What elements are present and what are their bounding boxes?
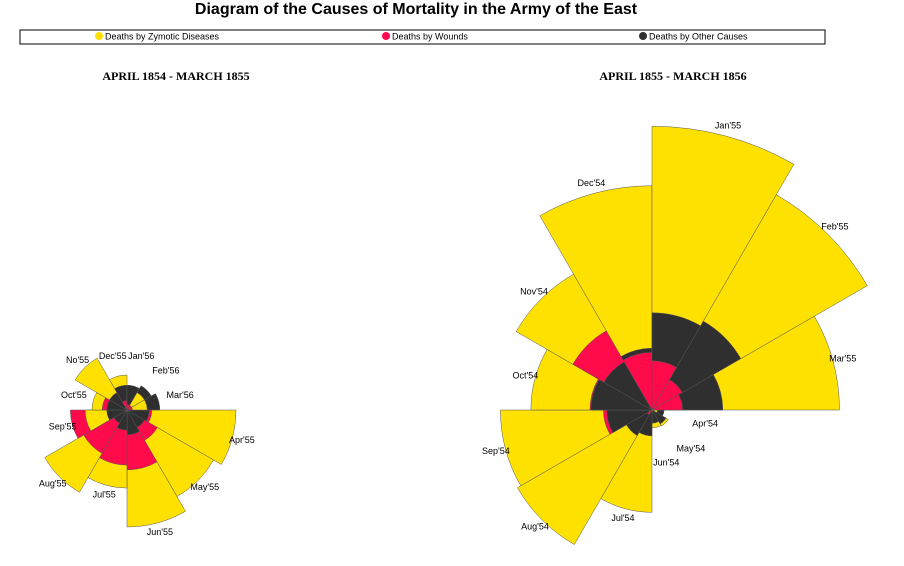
category-label: Feb'56 — [152, 365, 179, 375]
wedge — [126, 409, 237, 465]
panel-title: APRIL 1855 - MARCH 1856 — [599, 69, 746, 83]
category-label: Aug'55 — [39, 479, 67, 489]
category-label: Jun'55 — [147, 527, 173, 537]
panel-title: APRIL 1854 - MARCH 1855 — [102, 69, 249, 83]
category-label: Dec'54 — [577, 178, 605, 188]
category-label: Feb'55 — [821, 221, 848, 231]
category-label: Sep'55 — [49, 422, 77, 432]
legend-label: Deaths by Wounds — [392, 31, 468, 41]
legend-label: Deaths by Other Causes — [649, 31, 748, 41]
wedge — [651, 394, 683, 411]
category-label: Apr'54 — [692, 419, 718, 429]
category-label: May'54 — [677, 443, 706, 453]
category-label: Mar'55 — [829, 353, 856, 363]
wedge — [517, 409, 653, 545]
category-label: Dec'55 — [99, 351, 127, 361]
category-label: Jul'54 — [611, 513, 634, 523]
wedge — [126, 406, 133, 411]
category-label: Jan'55 — [715, 121, 741, 131]
category-label: Oct'54 — [512, 370, 538, 380]
legend-label: Deaths by Zymotic Diseases — [105, 31, 220, 41]
legend-box — [19, 29, 826, 45]
wedge — [539, 185, 653, 411]
category-label: Sep'54 — [482, 446, 510, 456]
category-label: Mar'56 — [167, 390, 194, 400]
category-label: Jun'54 — [653, 458, 679, 468]
category-label: Aug'54 — [521, 521, 549, 531]
legend-swatch — [382, 32, 390, 40]
chart-title: Diagram of the Causes of Mortality in th… — [195, 1, 638, 18]
category-label: May'55 — [190, 482, 219, 492]
legend-swatch — [639, 32, 647, 40]
category-label: Nov'54 — [520, 286, 548, 296]
category-label: Jul'55 — [93, 489, 116, 499]
category-label: Oct'55 — [61, 390, 87, 400]
category-label: Apr'55 — [229, 435, 255, 445]
category-label: Jan'56 — [128, 351, 154, 361]
category-label: No'55 — [66, 355, 89, 365]
legend-swatch — [95, 32, 103, 40]
